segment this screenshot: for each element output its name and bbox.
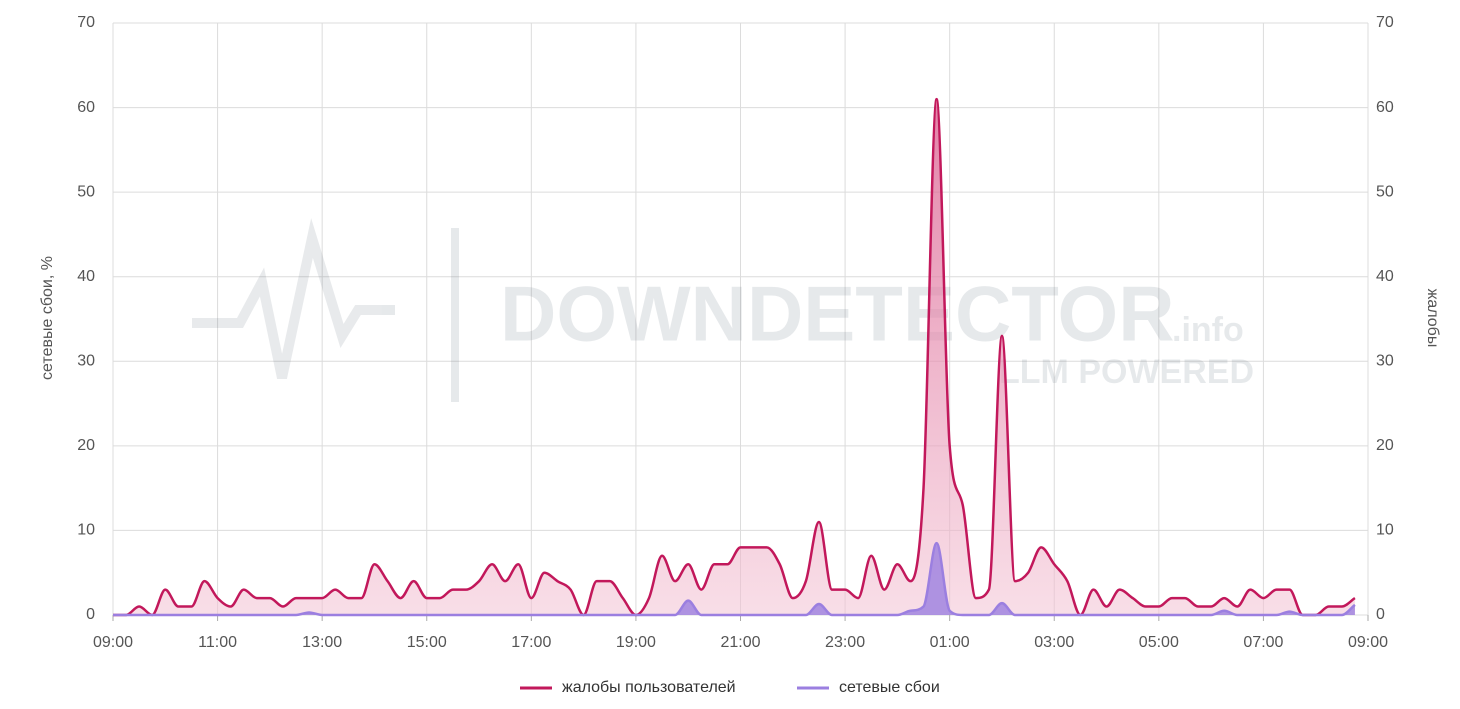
y-tick-label: 60 [77, 99, 95, 116]
x-tick-label: 21:00 [720, 634, 760, 651]
series-line [112, 97, 1356, 617]
x-tick-label: 03:00 [1034, 634, 1074, 651]
legend-label: сетевые сбои [839, 679, 940, 696]
watermark-logo [192, 218, 395, 380]
y2-tick-label: 10 [1376, 522, 1394, 539]
x-tick-label: 19:00 [616, 634, 656, 651]
y-tick-label: 20 [77, 437, 95, 454]
y2-tick-label: 40 [1376, 268, 1394, 285]
watermark-brand: DOWNDETECTOR [500, 270, 1175, 358]
watermark-tagline: LLM POWERED [999, 353, 1254, 391]
y2-tick-label: 20 [1376, 437, 1394, 454]
y2-tick-label: 50 [1376, 183, 1394, 200]
y-tick-label: 10 [77, 522, 95, 539]
x-tick-label: 09:00 [1348, 634, 1388, 651]
x-tick-label: 09:00 [93, 634, 133, 651]
x-tick-label: 11:00 [198, 634, 237, 651]
y-tick-label: 70 [77, 14, 95, 31]
y-tick-label: 30 [77, 353, 95, 370]
y-tick-label: 0 [86, 606, 95, 623]
x-tick-label: 13:00 [302, 634, 342, 651]
y2-tick-label: 70 [1376, 14, 1394, 31]
y2-tick-label: 0 [1376, 606, 1385, 623]
y-tick-label: 40 [77, 268, 95, 285]
x-tick-label: 17:00 [511, 634, 551, 651]
watermark: DOWNDETECTOR .info LLM POWERED [192, 218, 1254, 402]
x-tick-label: 05:00 [1139, 634, 1179, 651]
grid: 0 10 20 30 40 50 60 70 0 10 20 30 40 50 60 70 09:00 11:00… [77, 14, 1394, 651]
y2-axis-label: жалобы [1424, 289, 1441, 348]
y-tick-label: 50 [77, 183, 95, 200]
x-tick-label: 07:00 [1243, 634, 1283, 651]
plot [112, 97, 1356, 617]
legend-label: жалобы пользователей [562, 679, 736, 696]
legend: жалобы пользователей сетевые сбои [520, 679, 940, 696]
x-tick-label: 23:00 [825, 634, 865, 651]
x-tick-label: 15:00 [407, 634, 447, 651]
watermark-suffix: .info [1172, 311, 1244, 349]
series-line [112, 541, 1356, 617]
x-tick-label: 01:00 [930, 634, 970, 651]
y-axis-label: сетевые сбои, % [39, 256, 56, 380]
y2-tick-label: 60 [1376, 99, 1394, 116]
y2-tick-label: 30 [1376, 353, 1394, 370]
